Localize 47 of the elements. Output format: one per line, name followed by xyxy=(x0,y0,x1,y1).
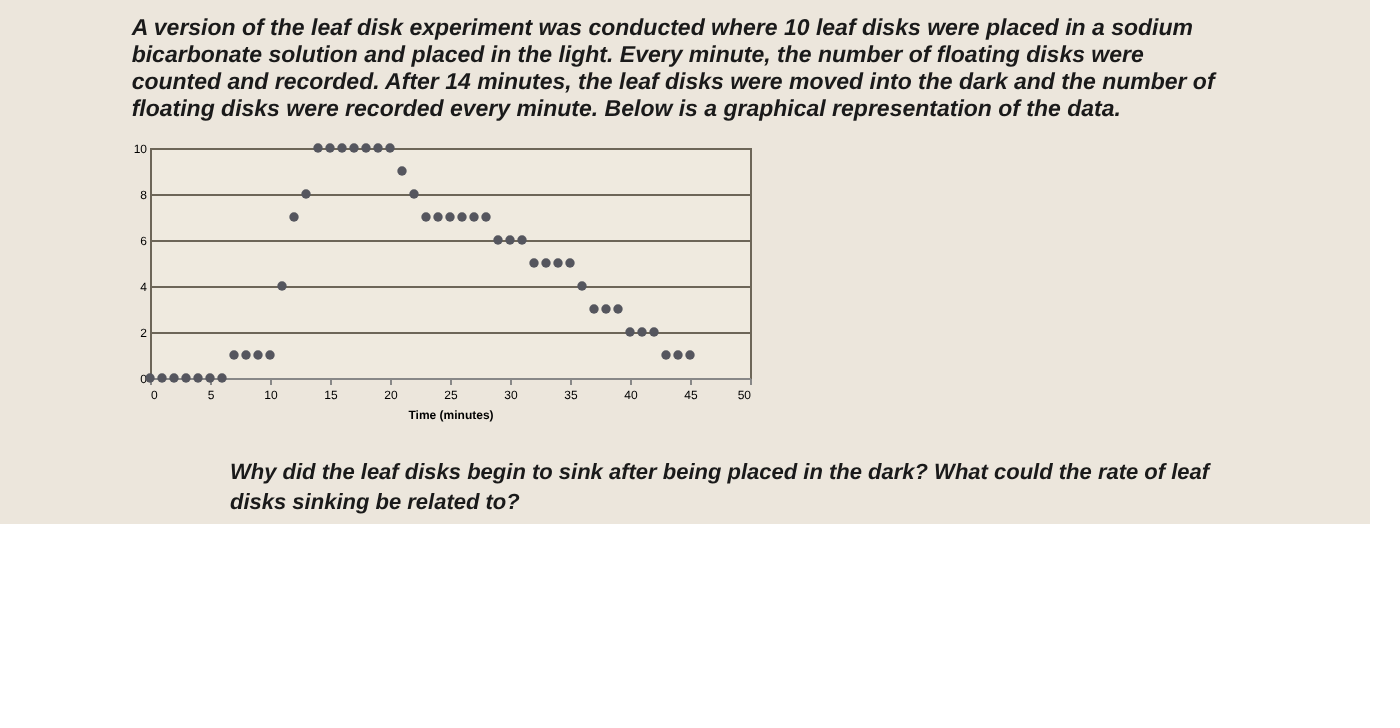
point xyxy=(565,258,575,268)
point xyxy=(673,350,683,360)
point xyxy=(277,281,287,291)
point xyxy=(217,373,227,383)
point xyxy=(601,304,611,314)
point xyxy=(301,189,311,199)
point xyxy=(529,258,539,268)
point xyxy=(637,327,647,337)
point xyxy=(577,281,587,291)
point xyxy=(229,350,239,360)
point xyxy=(385,143,395,153)
point xyxy=(397,166,407,176)
point xyxy=(661,350,671,360)
point xyxy=(433,212,443,222)
point xyxy=(481,212,491,222)
point xyxy=(445,212,455,222)
point xyxy=(205,373,215,383)
point xyxy=(517,235,527,245)
point xyxy=(289,212,299,222)
point xyxy=(421,212,431,222)
point xyxy=(373,143,383,153)
text: Why did the leaf disks begin to sink after being placed in the dark? What could the rate of leaf disks sinking be related to? xyxy=(230,461,1212,515)
point xyxy=(493,235,503,245)
point xyxy=(337,143,347,153)
point xyxy=(265,350,275,360)
point xyxy=(589,304,599,314)
point xyxy=(193,373,203,383)
point xyxy=(625,327,635,337)
point xyxy=(649,327,659,337)
point xyxy=(181,373,191,383)
point xyxy=(169,373,179,383)
point xyxy=(157,373,167,383)
point xyxy=(553,258,563,268)
point xyxy=(541,258,551,268)
point xyxy=(505,235,515,245)
point xyxy=(409,189,419,199)
point xyxy=(685,350,695,360)
point xyxy=(325,143,335,153)
point xyxy=(253,350,263,360)
chart-title: A version of the leaf disk experiment was conducted where 10 leaf disks were placed in a sodium bicarbonate solution and placed in the light. Every minute, the number of floating disks were counted and recorded. After 14 minutes, the leaf disks were moved into the dark and the number of floating disks were recorded every minute. Below is a graphical representation of the data. xyxy=(129,17,1217,122)
point xyxy=(241,350,251,360)
point xyxy=(613,304,623,314)
point xyxy=(361,143,371,153)
point xyxy=(349,143,359,153)
point xyxy=(469,212,479,222)
point xyxy=(313,143,323,153)
point xyxy=(457,212,467,222)
